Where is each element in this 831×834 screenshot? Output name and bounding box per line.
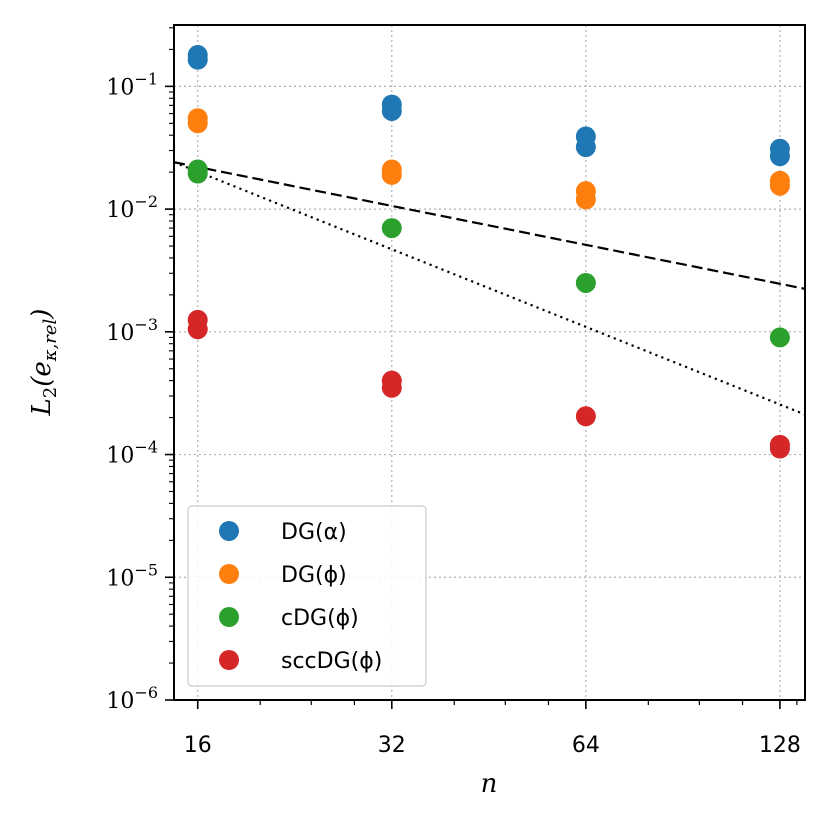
x-tick-label: 16: [184, 733, 212, 758]
x-tick-label: 32: [378, 733, 406, 758]
x-tick-label: 64: [572, 733, 600, 758]
data-point: [769, 146, 790, 167]
data-point: [187, 113, 208, 134]
y-tick-label: 10−2: [106, 192, 158, 223]
data-point: [187, 163, 208, 184]
legend-label: sccDG(ϕ): [281, 649, 382, 674]
data-point: [381, 164, 402, 185]
second-order-reference: [173, 161, 806, 416]
data-point: [769, 327, 790, 348]
y-tick-label: 10−1: [106, 69, 158, 100]
data-point: [769, 175, 790, 196]
x-tick-label: 128: [759, 733, 801, 758]
data-point: [381, 100, 402, 121]
data-point: [575, 272, 596, 293]
plot-frame: [173, 24, 806, 701]
data-point: [187, 49, 208, 70]
data-point: [187, 319, 208, 340]
axis-ticks: [165, 27, 798, 709]
y-axis-label-text: L2(eκ,rel): [27, 309, 61, 417]
legend-label: DG(α): [281, 520, 347, 545]
first-order-reference: [173, 161, 806, 290]
data-point: [381, 218, 402, 239]
y-tick-labels: 10−1 10−2 10−3 10−4 10−5 10−6: [106, 69, 158, 714]
y-tick-label: 10−6: [106, 683, 158, 714]
legend-marker: [219, 650, 239, 670]
data-point: [769, 438, 790, 459]
reference-lines: [173, 161, 806, 416]
x-tick-labels: 16 32 64 128: [184, 733, 801, 758]
legend-marker: [219, 564, 239, 584]
y-tick-label: 10−5: [106, 560, 158, 591]
x-axis-label: n: [481, 769, 498, 799]
y-axis-label: L2(eκ,rel): [27, 309, 61, 417]
data-points: [187, 45, 790, 459]
data-point: [575, 406, 596, 427]
legend-box: [187, 505, 427, 687]
y-tick-label: 10−4: [106, 438, 158, 469]
data-point: [575, 189, 596, 210]
legend: DG(α) DG(ϕ) cDG(ϕ) sccDG(ϕ): [187, 505, 427, 687]
legend-marker: [219, 607, 239, 627]
data-point: [381, 377, 402, 398]
legend-marker: [219, 521, 239, 541]
data-point: [575, 137, 596, 158]
legend-label: DG(ϕ): [281, 563, 347, 588]
y-tick-label: 10−3: [106, 315, 158, 346]
legend-label: cDG(ϕ): [281, 606, 359, 631]
